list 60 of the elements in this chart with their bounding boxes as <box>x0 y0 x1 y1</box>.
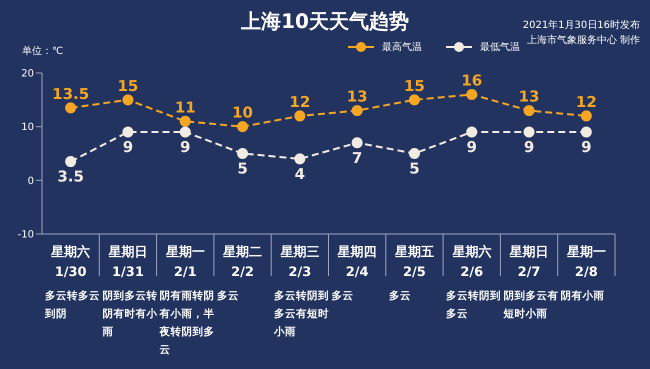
x-tick-label: 星期日 1/31 阴到多云转阴有时有小雨 <box>101 245 158 338</box>
data-label: 5 <box>409 160 420 178</box>
legend-label: 最高气温 <box>382 40 422 54</box>
y-tick-label: 0 <box>28 176 34 187</box>
point <box>122 94 134 106</box>
x-tick-label: 星期三 2/3 多云转阴到多云有短时小雨 <box>273 245 330 338</box>
point <box>352 137 363 148</box>
data-label: 15 <box>118 76 138 95</box>
x-tick-label: 星期二 2/2 多云 <box>216 245 262 302</box>
point <box>65 102 76 114</box>
point <box>466 126 478 138</box>
data-label: 4 <box>294 164 306 183</box>
point <box>524 126 535 138</box>
data-label: 9 <box>180 138 190 156</box>
x-tick-label: 星期六 2/6 多云转阴到多云 <box>446 244 502 320</box>
chart-title: 上海10天天气趋势 <box>241 9 409 33</box>
data-label: 9 <box>122 138 134 156</box>
x-tick-label: 星期一 2/8 阴有小雨 <box>560 245 606 302</box>
data-label: 7 <box>352 148 362 167</box>
data-label: 10 <box>232 104 253 122</box>
data-label: 12 <box>576 92 597 111</box>
point <box>408 94 420 106</box>
y-axis-title: 单位：℃ <box>22 44 64 58</box>
data-label: 3.5 <box>57 168 84 186</box>
text: 2021年1月30日16时发布 <box>522 18 640 33</box>
point <box>122 126 134 138</box>
point <box>524 105 535 116</box>
data-label: 5 <box>237 160 248 178</box>
point <box>408 148 420 159</box>
point <box>65 156 76 168</box>
x-tick-label: 星期六 1/30 多云转多云到阴 <box>44 244 100 320</box>
data-label: 13.5 <box>52 84 90 103</box>
point <box>294 153 306 164</box>
data-label: 9 <box>524 138 534 156</box>
data-label: 9 <box>581 138 592 156</box>
data-label: 11 <box>174 98 196 116</box>
point <box>580 126 592 138</box>
data-label: 12 <box>289 92 310 111</box>
y-tick-label: -10 <box>18 230 34 241</box>
y-tick-label: 10 <box>21 122 34 134</box>
data-label: 13 <box>518 88 540 106</box>
x-tick-label: 星期一 2/1 阴有雨转阴有小雨，半夜转阴到多云 <box>158 245 215 356</box>
text: 上海市气象服务中心 制作 <box>526 34 640 48</box>
point <box>237 148 248 159</box>
x-tick-label: 星期五 2/5 多云 <box>388 245 434 302</box>
x-tick-label: 星期四 2/4 多云 <box>332 245 377 302</box>
point <box>352 105 363 116</box>
y-tick-label: 20 <box>21 68 34 80</box>
point <box>466 88 478 100</box>
point <box>237 121 248 132</box>
point <box>180 116 191 127</box>
data-label: 9 <box>466 138 477 156</box>
point <box>294 110 306 122</box>
x-tick-label: 星期日 2/7 阴到多云有短时小雨 <box>502 245 558 320</box>
data-label: 13 <box>346 88 368 106</box>
data-label: 15 <box>404 76 425 95</box>
point <box>580 110 592 122</box>
data-label: 16 <box>461 71 482 90</box>
point <box>180 126 191 138</box>
legend-label: 最低气温 <box>480 41 520 54</box>
